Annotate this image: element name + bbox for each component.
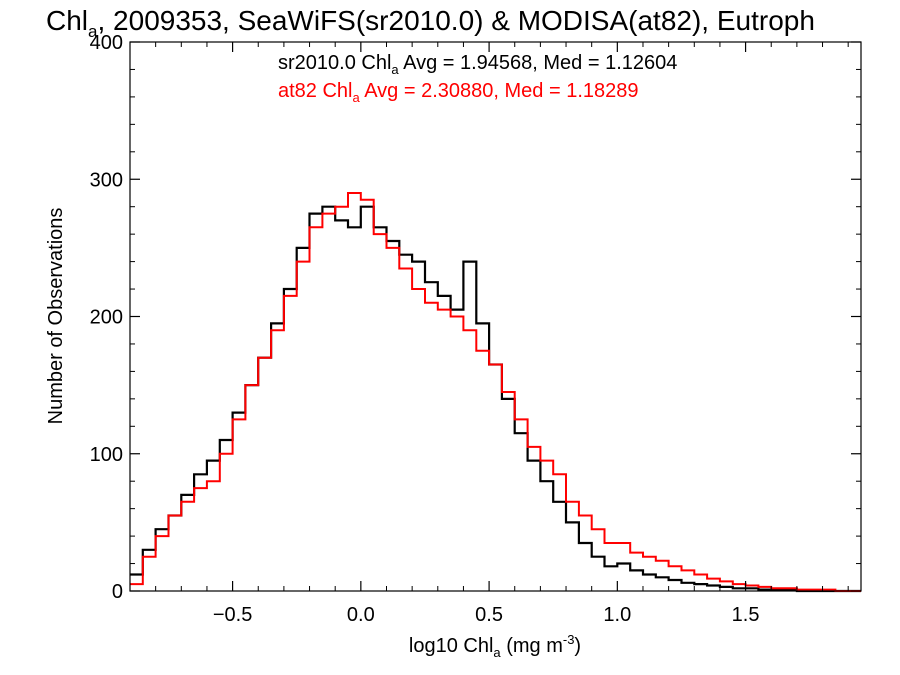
- annotation-sr2010-sub: a: [391, 62, 399, 77]
- y-tick-label: 200: [90, 307, 123, 329]
- x-tick-label: 0.5: [475, 604, 503, 626]
- series-sr2010.0-line: [130, 205, 861, 593]
- chart-title-sub: a: [88, 22, 98, 41]
- y-tick-label: 100: [90, 444, 123, 466]
- annotation-at82-post: Avg = 2.30880, Med = 1.18289: [360, 80, 639, 102]
- x-axis-label-sup: -3: [563, 632, 575, 647]
- y-tick-label: 0: [112, 581, 123, 603]
- x-tick-label: 1.5: [732, 604, 760, 626]
- y-tick-label: 300: [90, 169, 123, 191]
- plot-frame: [129, 41, 862, 592]
- annotation-sr2010-post: Avg = 1.94568, Med = 1.12604: [399, 52, 678, 74]
- annotation-at82-pre: at82 Chl: [278, 80, 353, 102]
- series-layer: [130, 192, 861, 593]
- y-axis-label: Number of Observations: [45, 208, 67, 425]
- chart-title-post: , 2009353, SeaWiFS(sr2010.0) & MODISA(at…: [97, 5, 814, 36]
- annotation-sr2010-pre: sr2010.0 Chl: [278, 52, 391, 74]
- ticks-layer: −0.5 0.0 0.5 1.0 1.5 0 100 200 300 400: [90, 32, 861, 626]
- x-tick-label: 1.0: [603, 604, 631, 626]
- x-axis-label: log10 Chla (mg m-3): [409, 632, 581, 660]
- y-tick-label: 400: [90, 32, 123, 54]
- x-tick-label: 0.0: [347, 604, 375, 626]
- annotation-at82-sub: a: [353, 90, 361, 105]
- x-axis-label-sub: a: [493, 645, 501, 660]
- x-axis-label-pre: log10 Chl: [409, 635, 494, 657]
- x-axis-label-mid: (mg m: [501, 635, 563, 657]
- x-axis-label-post: ): [574, 635, 581, 657]
- x-tick-label: −0.5: [213, 604, 252, 626]
- annotation-sr2010: sr2010.0 Chla Avg = 1.94568, Med = 1.126…: [278, 52, 677, 77]
- series-at82-line: [130, 192, 861, 592]
- chart-title-pre: Chl: [46, 5, 88, 36]
- chart-title: Chla, 2009353, SeaWiFS(sr2010.0) & MODIS…: [46, 5, 815, 41]
- annotation-at82: at82 Chla Avg = 2.30880, Med = 1.18289: [278, 80, 638, 105]
